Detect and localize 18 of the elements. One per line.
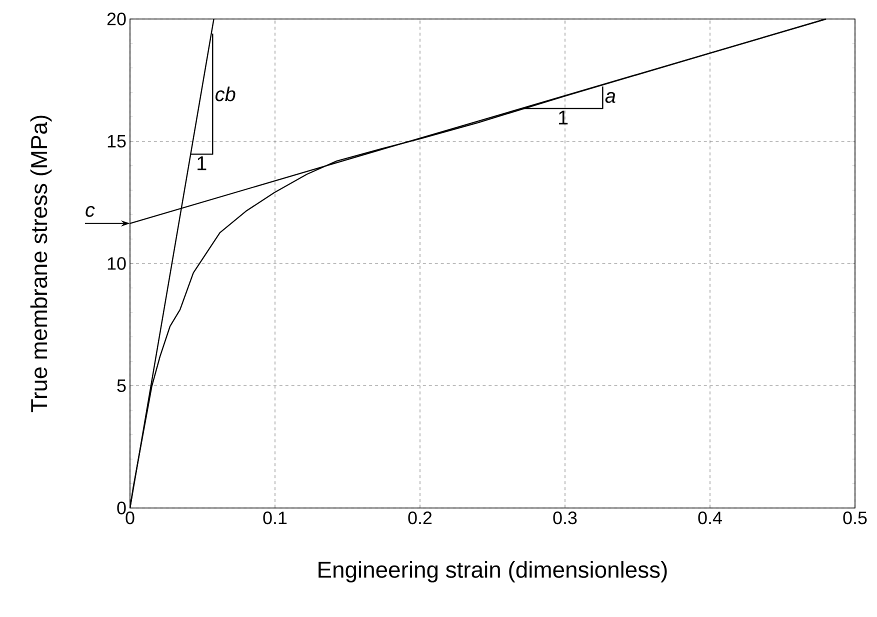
x-axis-title: Engineering strain (dimensionless) [318, 561, 667, 582]
x-tick-label: 0.4 [698, 512, 722, 524]
annotation: cb [216, 86, 236, 102]
annotation: a [605, 92, 616, 103]
y-axis-title: True membrane stress (MPa) [30, 116, 52, 412]
y-tick-label: 5 [117, 379, 126, 392]
annotation: 1 [559, 110, 568, 124]
x-tick-label: 0.1 [263, 512, 287, 524]
annotation: 1 [198, 156, 206, 170]
y-tick-label: 15 [108, 134, 126, 148]
y-tick-label: 10 [108, 257, 126, 270]
annotation: c [86, 206, 95, 217]
y-tick-label: 20 [107, 12, 126, 26]
y-tick-label: 0 [117, 502, 126, 514]
x-tick-label: 0.2 [408, 512, 432, 524]
x-tick-label: 0 [126, 512, 134, 524]
x-tick-label: 0.3 [553, 512, 577, 524]
x-tick-label: 0.5 [843, 512, 867, 524]
